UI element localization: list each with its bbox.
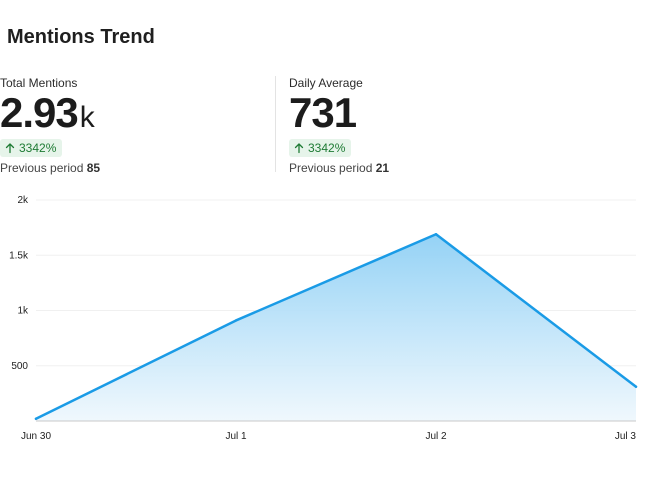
x-tick-label: Jul 1 [225, 431, 247, 442]
total-mentions-number: 2.93 [0, 89, 79, 136]
daily-average-previous-value: 21 [375, 161, 390, 175]
total-mentions-suffix: k [79, 101, 95, 134]
daily-average-stat: Daily Average 731 3342% Previous period … [289, 76, 389, 175]
series-area [36, 234, 636, 421]
total-mentions-stat: Total Mentions 2.93k 3342% Previous peri… [0, 76, 100, 175]
total-mentions-label: Total Mentions [0, 76, 78, 90]
y-tick-label: 2k [17, 195, 29, 206]
series-line [34, 233, 638, 421]
arrow-up-icon [5, 143, 15, 154]
data-point [234, 319, 238, 322]
y-tick-label: 1.5k [9, 250, 29, 261]
data-point [634, 385, 638, 388]
total-mentions-previous-label: Previous period [0, 161, 84, 175]
daily-average-label: Daily Average [289, 76, 363, 90]
page-title: Mentions Trend [7, 26, 155, 48]
total-mentions-change-badge: 3342% [0, 139, 63, 157]
x-tick-label: Jul 2 [425, 431, 447, 442]
arrow-up-icon [294, 143, 304, 154]
data-point [434, 233, 438, 236]
daily-average-previous: Previous period 21 [289, 161, 389, 175]
mentions-trend-chart: 500 1k 1.5k 2k Jun 30 Jul 1 Jul 2 Jul 3 [9, 195, 638, 442]
y-tick-label: 500 [11, 361, 28, 372]
x-tick-label: Jun 30 [21, 431, 51, 442]
total-mentions-previous-value: 85 [86, 161, 101, 175]
daily-average-number: 731 [289, 89, 357, 136]
total-mentions-value: 2.93k [0, 92, 100, 135]
daily-average-previous-label: Previous period [289, 161, 373, 175]
data-point [34, 417, 38, 420]
stats-divider [275, 76, 276, 172]
daily-average-change: 3342% [308, 141, 346, 155]
total-mentions-previous: Previous period 85 [0, 161, 100, 175]
total-mentions-change: 3342% [19, 141, 57, 155]
y-tick-label: 1k [17, 306, 29, 317]
daily-average-value: 731 [289, 92, 389, 134]
daily-average-change-badge: 3342% [289, 139, 352, 157]
x-tick-label: Jul 3 [615, 431, 637, 442]
